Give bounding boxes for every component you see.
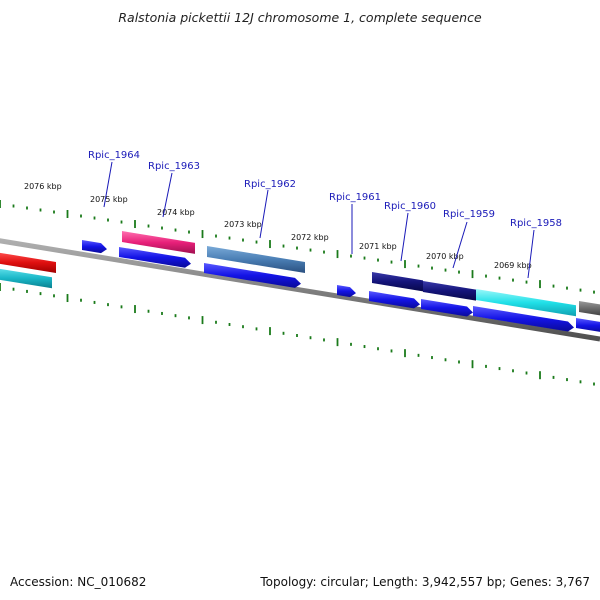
gene-feature-red <box>0 252 56 273</box>
gene-label: Rpic_1961 <box>329 192 381 203</box>
gene-label: Rpic_1959 <box>443 209 495 220</box>
gene-label: Rpic_1958 <box>510 218 562 229</box>
scale-label: 2072 kbp <box>291 233 329 242</box>
gene-feature-gray <box>579 301 600 316</box>
gene-label: Rpic_1964 <box>88 150 140 161</box>
cds-arrow <box>337 285 356 298</box>
scale-labels: 2076 kbp 2075 kbp 2074 kbp 2073 kbp 2072 kbp… <box>24 182 532 270</box>
gene-feature-rpic-1960 <box>372 272 423 292</box>
scale-label: 2073 kbp <box>224 220 262 229</box>
scale-label: 2074 kbp <box>157 208 195 217</box>
map-title: Ralstonia pickettii 12J chromosome 1, co… <box>118 10 482 25</box>
gene-label: Rpic_1962 <box>244 179 296 190</box>
scale-label: 2071 kbp <box>359 242 397 251</box>
gene-label-leader <box>162 172 173 218</box>
topology-summary: Topology: circular; Length: 3,942,557 bp… <box>260 575 590 589</box>
cds-arrow <box>82 240 107 254</box>
gene-feature-rpic-1963 <box>122 231 195 254</box>
scale-label: 2069 kbp <box>494 261 532 270</box>
scale-label: 2075 kbp <box>90 195 128 204</box>
gene-feature-rpic-1958 <box>476 289 576 317</box>
gene-features <box>0 231 600 332</box>
gene-feature-rpic-1959 <box>423 281 476 301</box>
scale-label: 2070 kbp <box>426 252 464 261</box>
scale-ticks-outer <box>0 200 595 294</box>
gene-label-leader <box>400 212 409 262</box>
cds-arrow <box>473 306 574 332</box>
sequence-backbone <box>0 238 600 342</box>
gene-feature-rpic-1962 <box>207 246 305 273</box>
gene-label: Rpic_1963 <box>148 161 200 172</box>
gene-label-leader <box>527 229 535 279</box>
scale-label: 2076 kbp <box>24 182 62 191</box>
cds-arrow <box>421 299 473 317</box>
cds-arrow <box>204 263 301 288</box>
gene-feature-teal <box>0 268 52 289</box>
accession-text: Accession: NC_010682 <box>10 575 147 589</box>
gene-label-leader <box>452 221 468 269</box>
scale-ticks-inner <box>0 283 595 386</box>
cds-arrow <box>119 247 191 268</box>
gene-labels: Rpic_1964Rpic_1963Rpic_1962Rpic_1961Rpic… <box>88 150 562 279</box>
gene-label-leader <box>103 161 113 208</box>
cds-arrow <box>369 291 420 309</box>
gene-label-leader <box>259 189 269 239</box>
cds-arrow <box>576 318 600 332</box>
gene-label: Rpic_1960 <box>384 201 436 212</box>
